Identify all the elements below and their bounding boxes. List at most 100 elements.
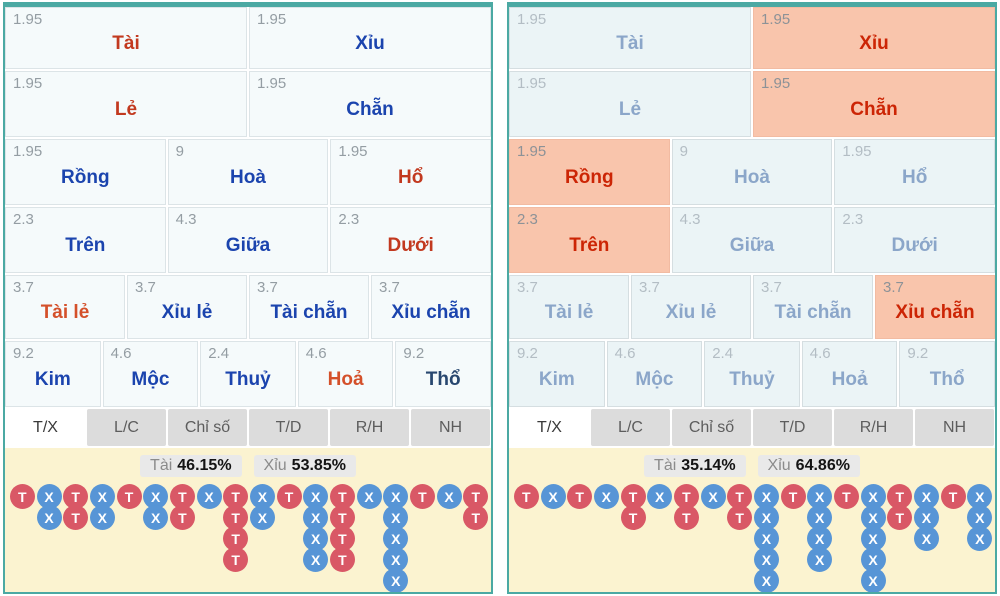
road-column: T [409, 484, 436, 509]
tab-lc[interactable]: L/C [87, 409, 166, 446]
bet-cell-giua[interactable]: 4.3 Giữa [167, 207, 329, 273]
bet-cell-tai[interactable]: 1.95 Tài [5, 7, 247, 69]
bet-cell-tai-le[interactable]: 3.7 Tài lẻ [509, 275, 629, 339]
bet-cell-moc[interactable]: 4.6 Mộc [606, 341, 703, 407]
road-column: X [593, 484, 620, 509]
bet-label: Tài [616, 33, 644, 54]
tab-rh[interactable]: R/H [330, 409, 409, 446]
bet-cell-duoi[interactable]: 2.3 Dưới [834, 207, 995, 273]
bet-cell-tren[interactable]: 2.3 Trên [5, 207, 166, 273]
bet-cell-tai-chan[interactable]: 3.7 Tài chẵn [753, 275, 873, 339]
percentage-row: Tài 35.14% Xỉu 64.86% [509, 455, 995, 477]
bet-cell-tho[interactable]: 9.2 Thổ [899, 341, 995, 407]
bet-label: Xỉu [355, 33, 385, 54]
bet-cell-tho[interactable]: 9.2 Thổ [395, 341, 491, 407]
bet-cell-hoa-draw[interactable]: 9 Hoà [671, 139, 833, 205]
tab-chi-so[interactable]: Chỉ số [168, 409, 247, 446]
bet-cell-tai-chan[interactable]: 3.7 Tài chẵn [249, 275, 369, 339]
bet-cell-ho[interactable]: 1.95 Hổ [834, 139, 995, 205]
bet-label: Thổ [425, 369, 461, 390]
bead-xiu: X [753, 568, 779, 592]
bet-cell-xiu-le[interactable]: 3.7 Xỉu lẻ [127, 275, 247, 339]
tab-tx[interactable]: T/X [510, 409, 589, 446]
bet-row: 1.95 Tài 1.95 Xỉu [5, 7, 491, 69]
bet-cell-chan[interactable]: 1.95 Chẵn [753, 71, 995, 137]
tab-td[interactable]: T/D [249, 409, 328, 446]
tab-rh[interactable]: R/H [834, 409, 913, 446]
bead-xiu: X [303, 505, 329, 530]
bet-cell-thuy[interactable]: 2.4 Thuỷ [704, 341, 800, 407]
bead-tai: T [169, 505, 195, 530]
bet-label: Rồng [61, 167, 110, 188]
road-column: T [833, 484, 860, 509]
bead-xiu: X [807, 547, 833, 572]
bet-cell-duoi[interactable]: 2.3 Dưới [330, 207, 491, 273]
bead-xiu: X [593, 484, 619, 509]
bet-cell-hoa-fire[interactable]: 4.6 Hoả [297, 341, 394, 407]
tab-td[interactable]: T/D [753, 409, 832, 446]
xiu-percentage-pill: Xỉu 64.86% [757, 455, 860, 477]
bead-tai: T [727, 505, 753, 530]
odds-value: 1.95 [13, 143, 43, 160]
bet-cell-le[interactable]: 1.95 Lẻ [5, 71, 247, 137]
odds-value: 9 [175, 143, 184, 160]
bet-grid: 1.95 Tài 1.95 Xỉu 1.95 Lẻ 1.95 Chẵn 1.95 Rồng 9 Hoà… [5, 7, 491, 407]
bet-cell-giua[interactable]: 4.3 Giữa [671, 207, 833, 273]
bead-xiu: X [753, 526, 779, 551]
bead-tai: T [673, 484, 699, 509]
road-column: X [540, 484, 567, 509]
tab-nh[interactable]: NH [411, 409, 490, 446]
tab-tx[interactable]: T/X [6, 409, 85, 446]
bet-row: 2.3 Trên 4.3 Giữa 2.3 Dưới [509, 207, 995, 273]
bet-cell-le[interactable]: 1.95 Lẻ [509, 71, 751, 137]
bet-label: Giữa [729, 235, 775, 256]
tab-nh[interactable]: NH [915, 409, 994, 446]
odds-value: 1.95 [761, 75, 791, 92]
tai-percentage-pill: Tài 35.14% [644, 455, 746, 477]
bet-label: Xỉu [859, 33, 889, 54]
bet-cell-tai-le[interactable]: 3.7 Tài lẻ [5, 275, 125, 339]
bet-cell-rong[interactable]: 1.95 Rồng [509, 139, 670, 205]
bet-cell-ho[interactable]: 1.95 Hổ [330, 139, 491, 205]
tab-chi-so[interactable]: Chỉ số [672, 409, 751, 446]
bead-tai: T [673, 505, 699, 530]
bet-cell-kim[interactable]: 9.2 Kim [5, 341, 101, 407]
bet-label: Hổ [902, 167, 928, 188]
bet-cell-xiu-le[interactable]: 3.7 Xỉu lẻ [631, 275, 751, 339]
bet-label: Mộc [131, 369, 170, 390]
bet-cell-moc[interactable]: 4.6 Mộc [102, 341, 199, 407]
bet-cell-kim[interactable]: 9.2 Kim [509, 341, 605, 407]
odds-value: 3.7 [257, 279, 278, 296]
bet-cell-tren[interactable]: 2.3 Trên [509, 207, 670, 273]
odds-value: 2.4 [712, 345, 734, 362]
bet-cell-xiu-chan[interactable]: 3.7 Xỉu chẵn [371, 275, 491, 339]
bet-cell-chan[interactable]: 1.95 Chẵn [249, 71, 491, 137]
bet-cell-hoa-fire[interactable]: 4.6 Hoả [801, 341, 898, 407]
bet-cell-hoa-draw[interactable]: 9 Hoà [167, 139, 329, 205]
bet-cell-rong[interactable]: 1.95 Rồng [5, 139, 166, 205]
bet-cell-tai[interactable]: 1.95 Tài [509, 7, 751, 69]
bet-cell-xiu[interactable]: 1.95 Xỉu [753, 7, 995, 69]
bead-tai: T [223, 526, 249, 551]
bet-label: Xỉu chẵn [895, 302, 975, 323]
tab-lc[interactable]: L/C [591, 409, 670, 446]
road-column: T [566, 484, 593, 509]
bead-xiu: X [860, 568, 886, 592]
bead-tai: T [329, 547, 355, 572]
road-column: X [356, 484, 383, 509]
bead-tai: T [329, 526, 355, 551]
tai-percentage-pill: Tài 46.15% [140, 455, 242, 477]
odds-value: 4.6 [110, 345, 132, 362]
bet-label: Thổ [929, 369, 965, 390]
bet-label: Xỉu lẻ [161, 302, 213, 323]
bet-cell-xiu[interactable]: 1.95 Xỉu [249, 7, 491, 69]
bet-cell-xiu-chan[interactable]: 3.7 Xỉu chẵn [875, 275, 995, 339]
tab-bar: T/X L/C Chỉ số T/D R/H NH [509, 407, 995, 448]
bet-cell-thuy[interactable]: 2.4 Thuỷ [200, 341, 296, 407]
